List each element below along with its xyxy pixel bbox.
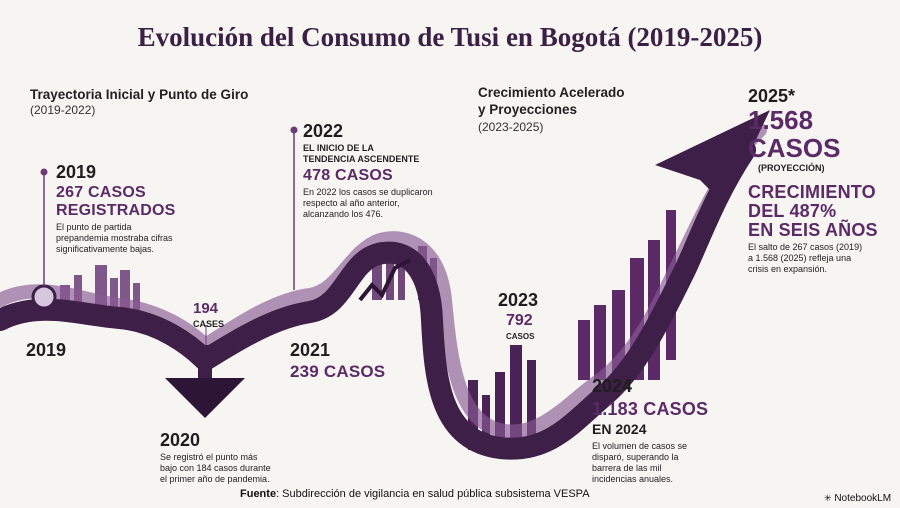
desc-2020-1: Se registró el punto más	[160, 452, 258, 462]
cases-2019-line1: 267 CASOS	[56, 184, 146, 201]
desc-2025-1: El salto de 267 casos (2019)	[748, 242, 863, 252]
year-2021: 2021	[290, 340, 331, 360]
unit-2020: CASES	[193, 319, 225, 329]
cases-2022: 478 CASOS	[303, 167, 393, 184]
cases-2024: 1.183 CASOS	[592, 399, 709, 419]
section-right-title-1: Crecimiento Acelerado	[478, 85, 625, 100]
desc-2024-4: incidencias anuales.	[592, 474, 674, 484]
arrow-head-up	[655, 110, 770, 205]
value-2025: 1.568	[748, 105, 814, 135]
desc-2022-2: respecto al año anterior,	[303, 198, 400, 208]
desc-2024-3: barrera de las mil	[592, 463, 662, 473]
year-2022: 2022	[303, 121, 344, 141]
value-2020: 194	[193, 300, 219, 317]
pin-dot-2019	[40, 168, 48, 176]
source-text: : Subdirección de vigilancia en salud pú…	[276, 488, 590, 500]
sub-2024: EN 2024	[592, 421, 647, 437]
section-right-title-2: y Proyecciones	[478, 102, 578, 117]
growth-2025-1: CRECIMIENTO	[748, 182, 876, 202]
cases-2021: 239 CASOS	[290, 362, 386, 381]
year-2020: 2020	[160, 430, 201, 450]
desc-2025-3: crisis en expansión.	[748, 264, 828, 274]
section-left-title: Trayectoria Inicial y Punto de Giro	[30, 87, 249, 102]
note-2025: (PROYECCIÓN)	[758, 163, 825, 173]
head-2022-1: EL INICIO DE LA	[303, 143, 374, 153]
desc-2022-3: alcanzando los 476.	[303, 209, 384, 219]
head-2022-2: TENDENCIA ASCENDENTE	[303, 154, 420, 164]
year-2025: 2025*	[748, 86, 796, 106]
section-right-range: (2023-2025)	[478, 120, 544, 134]
growth-2025-2: DEL 487%	[748, 201, 837, 221]
arrow-head-down	[165, 378, 245, 418]
desc-2019-3: significativamente bajas.	[56, 244, 155, 254]
value-2023: 792	[506, 312, 533, 329]
unit-2023: CASOS	[506, 332, 535, 341]
notebooklm-credit: ✳ NotebookLM	[824, 493, 891, 504]
desc-2024-2: disparó, superando la	[592, 452, 679, 462]
ribbon-main	[0, 139, 756, 460]
desc-2019-1: El punto de partida	[56, 222, 132, 232]
marker-2019	[31, 284, 57, 310]
desc-2025-2: a 1.568 (2025) refleja una	[748, 253, 852, 263]
year-2024: 2024	[592, 376, 633, 396]
desc-2020-2: bajo con 184 casos durante	[160, 463, 271, 473]
notebooklm-icon: ✳	[824, 493, 832, 503]
page-title: Evolución del Consumo de Tusi en Bogotá …	[137, 22, 763, 52]
desc-2024-1: El volumen de casos se	[592, 441, 688, 451]
source-label: Fuente	[240, 488, 277, 500]
section-left-range: (2019-2022)	[30, 103, 96, 117]
zigzag-line	[358, 258, 411, 302]
year-2023: 2023	[498, 290, 539, 310]
desc-2019-2: prepandemia mostraba cifras	[56, 233, 173, 243]
cases-2019-line2: REGISTRADOS	[56, 202, 176, 219]
desc-2020-3: el primer año de pandemia.	[160, 474, 270, 484]
desc-2022-1: En 2022 los casos se duplicaron	[303, 187, 433, 197]
pin-dot-2022	[290, 126, 298, 134]
credit-label: NotebookLM	[834, 493, 892, 504]
axis-label-2019: 2019	[26, 340, 67, 360]
year-2019: 2019	[56, 162, 97, 182]
source-footer: Fuente: Subdirección de vigilancia en sa…	[240, 488, 590, 500]
growth-2025-3: EN SEIS AÑOS	[748, 220, 878, 240]
unit-2025: CASOS	[748, 133, 841, 163]
